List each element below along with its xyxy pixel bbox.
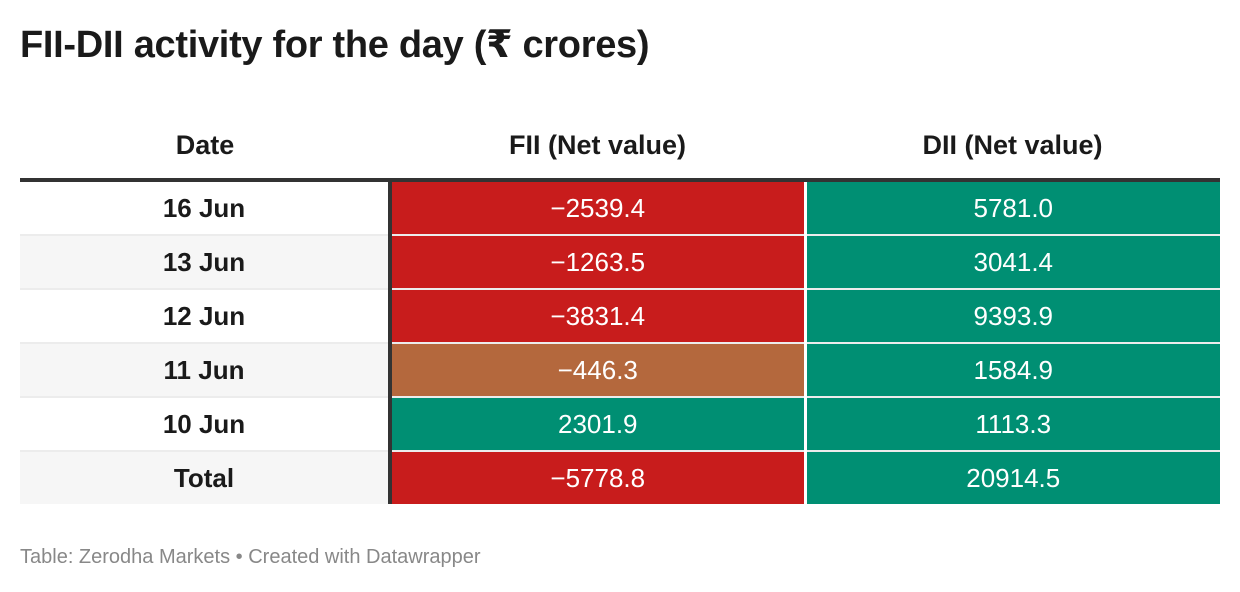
date-cell: 11 Jun [20, 343, 392, 398]
dii-value-cell: 1584.9 [805, 343, 1220, 398]
date-cell: 12 Jun [20, 289, 392, 344]
column-header-fii: FII (Net value) [390, 112, 805, 182]
dii-value-cell: 5781.0 [805, 180, 1220, 236]
dii-value-cell: 9393.9 [805, 289, 1220, 344]
table-row: 13 Jun −1263.5 3041.4 [20, 235, 1220, 290]
date-cell: Total [20, 451, 392, 504]
fii-value-cell: −446.3 [390, 343, 807, 398]
fii-value-cell: −1263.5 [390, 235, 807, 290]
fii-value-cell: −5778.8 [390, 451, 807, 504]
chart-title: FII-DII activity for the day (₹ crores) [20, 24, 650, 66]
column-header-dii: DII (Net value) [805, 112, 1220, 182]
date-cell: 10 Jun [20, 397, 392, 452]
dii-value-cell: 20914.5 [805, 451, 1220, 504]
table-row: 11 Jun −446.3 1584.9 [20, 343, 1220, 398]
fii-value-cell: 2301.9 [390, 397, 807, 452]
date-cell: 16 Jun [20, 180, 392, 236]
column-header-date: Date [20, 112, 390, 182]
dii-value-cell: 3041.4 [805, 235, 1220, 290]
fii-value-cell: −3831.4 [390, 289, 807, 344]
table-row: 12 Jun −3831.4 9393.9 [20, 289, 1220, 344]
source-footer: Table: Zerodha Markets • Created with Da… [20, 546, 481, 568]
table-row: 16 Jun −2539.4 5781.0 [20, 180, 1220, 236]
fii-value-cell: −2539.4 [390, 180, 807, 236]
header-row: Date FII (Net value) DII (Net value) [20, 112, 1220, 182]
dii-value-cell: 1113.3 [805, 397, 1220, 452]
fii-dii-table: Date FII (Net value) DII (Net value) 16 … [20, 112, 1220, 504]
table-row: 10 Jun 2301.9 1113.3 [20, 397, 1220, 452]
date-cell: 13 Jun [20, 235, 392, 290]
table-row: Total −5778.8 20914.5 [20, 451, 1220, 504]
